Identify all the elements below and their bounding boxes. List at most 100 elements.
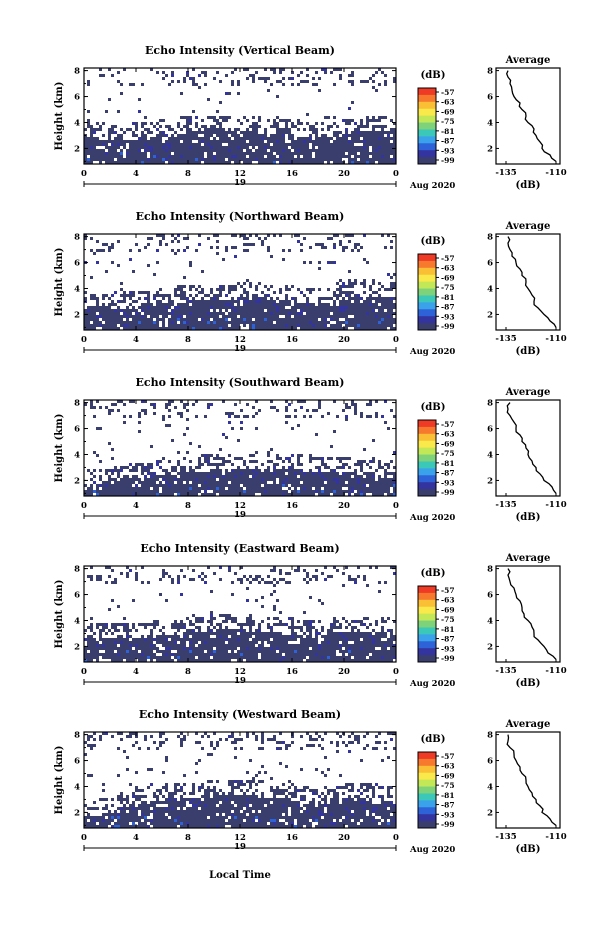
heatmap-cell <box>90 315 93 318</box>
heatmap-cell <box>324 635 327 638</box>
heatmap-cell <box>315 481 318 484</box>
heatmap-cell <box>108 309 111 312</box>
heatmap-cell <box>123 297 126 300</box>
heatmap-cell <box>159 152 162 155</box>
heatmap-cell <box>339 623 342 626</box>
heatmap-cell <box>240 457 243 460</box>
heatmap-cell <box>183 644 186 647</box>
heatmap-cell <box>249 125 252 128</box>
heatmap-cell <box>204 475 207 478</box>
heatmap-cell <box>201 321 204 324</box>
heatmap-cell <box>153 297 156 300</box>
heatmap-cell <box>276 306 279 309</box>
heatmap-cell <box>363 324 366 327</box>
heatmap-cell <box>264 659 267 662</box>
heatmap-cell <box>345 143 348 146</box>
heatmap-cell <box>390 246 393 249</box>
heatmap-cell <box>117 321 120 324</box>
heatmap-cell <box>186 478 189 481</box>
heatmap-cell <box>159 629 162 632</box>
heatmap-cell <box>267 315 270 318</box>
heatmap-cell <box>276 95 279 98</box>
heatmap-cell <box>258 77 261 80</box>
heatmap-cell <box>375 143 378 146</box>
heatmap-cell <box>279 152 282 155</box>
heatmap-cell <box>141 644 144 647</box>
heatmap-cell <box>252 641 255 644</box>
heatmap-cell <box>180 324 183 327</box>
heatmap-cell <box>384 487 387 490</box>
heatmap-cell <box>255 599 258 602</box>
heatmap-cell <box>222 285 225 288</box>
heatmap-cell <box>318 647 321 650</box>
heatmap-cell <box>333 626 336 629</box>
heatmap-cell <box>330 327 333 330</box>
heatmap-cell <box>231 140 234 143</box>
heatmap-cell <box>138 321 141 324</box>
heatmap-cell <box>111 303 114 306</box>
heatmap-cell <box>288 647 291 650</box>
heatmap-cell <box>228 478 231 481</box>
y-axis-label: Height (km) <box>54 82 65 151</box>
heatmap-cell <box>216 324 219 327</box>
heatmap-cell <box>108 149 111 152</box>
heatmap-cell <box>264 158 267 161</box>
average-y-tick-label: 4 <box>487 284 493 294</box>
heatmap-cell <box>114 143 117 146</box>
heatmap-cell <box>180 161 183 164</box>
heatmap-cell <box>174 155 177 158</box>
colorbar-swatch <box>418 309 436 317</box>
heatmap-cell <box>270 321 273 324</box>
heatmap-cell <box>336 659 339 662</box>
heatmap-cell <box>159 641 162 644</box>
heatmap-cell <box>321 152 324 155</box>
heatmap-cell <box>393 77 396 80</box>
heatmap-cell <box>156 306 159 309</box>
heatmap-cell <box>225 647 228 650</box>
heatmap-cell <box>192 149 195 152</box>
heatmap-cell <box>186 306 189 309</box>
heatmap-cells <box>84 68 396 164</box>
heatmap-cell <box>252 638 255 641</box>
heatmap-cell <box>324 297 327 300</box>
heatmap-cell <box>198 575 201 578</box>
heatmap-cell <box>111 155 114 158</box>
heatmap-cell <box>282 647 285 650</box>
colorbar-tick-label: -81 <box>441 293 455 302</box>
heatmap-cell <box>234 315 237 318</box>
heatmap-cell <box>276 493 279 496</box>
heatmap-cell <box>213 641 216 644</box>
heatmap-cell <box>360 315 363 318</box>
heatmap-cell <box>237 327 240 330</box>
heatmap-cell <box>213 478 216 481</box>
heatmap-cell <box>204 638 207 641</box>
heatmap-cell <box>255 653 258 656</box>
heatmap-cell <box>102 656 105 659</box>
heatmap-cell <box>384 137 387 140</box>
heatmap-cell <box>231 312 234 315</box>
heatmap-cell <box>150 641 153 644</box>
heatmap-cell <box>333 653 336 656</box>
heatmap-cell <box>183 638 186 641</box>
heatmap-cell <box>144 475 147 478</box>
heatmap-cell <box>183 116 186 119</box>
heatmap-cell <box>279 303 282 306</box>
heatmap-cell <box>309 644 312 647</box>
heatmap-cell <box>168 653 171 656</box>
heatmap-cell <box>192 656 195 659</box>
heatmap-cell <box>255 481 258 484</box>
heatmap-cell <box>141 306 144 309</box>
heatmap-cell <box>390 327 393 330</box>
heatmap-cell <box>369 152 372 155</box>
heatmap-cell <box>183 309 186 312</box>
heatmap-cell <box>369 161 372 164</box>
heatmap-cell <box>183 650 186 653</box>
heatmap-cell <box>222 137 225 140</box>
heatmap-cell <box>102 249 105 252</box>
heatmap-cell <box>237 324 240 327</box>
heatmap-cell <box>213 656 216 659</box>
heatmap-cell <box>384 143 387 146</box>
heatmap-cell <box>114 638 117 641</box>
heatmap-cell <box>105 469 108 472</box>
heatmap-cell <box>201 481 204 484</box>
